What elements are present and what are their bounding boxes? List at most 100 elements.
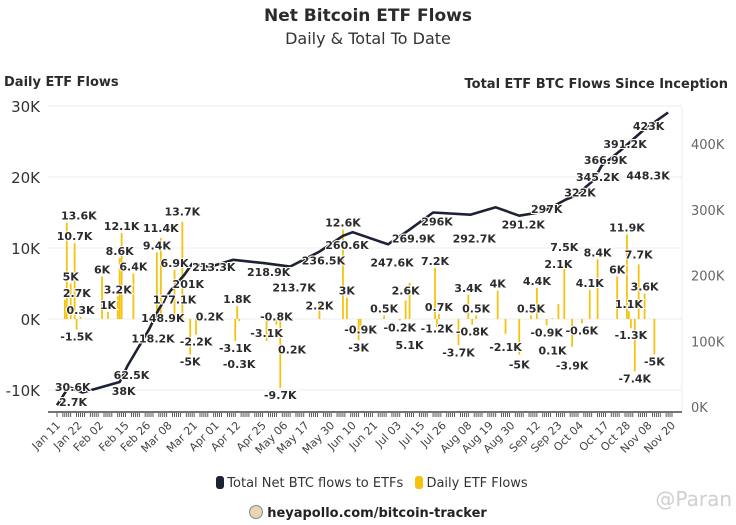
total-flow-label: 218.9K (247, 266, 291, 279)
daily-flow-label: 8.4K (584, 246, 612, 259)
daily-flow-bar (107, 311, 109, 319)
daily-flow-bar (535, 287, 538, 319)
daily-flow-label: 4K (490, 278, 507, 291)
daily-flow-bar (65, 222, 68, 319)
daily-flow-bar (404, 300, 407, 319)
daily-flow-bar (530, 315, 532, 319)
total-flow-label: 297K (531, 203, 563, 216)
daily-flow-bar (359, 319, 362, 326)
daily-flow-bar (436, 319, 438, 328)
daily-flow-label: -0.8K (260, 311, 293, 324)
source-url[interactable]: heyapollo.com/bitcoin-tracker (267, 506, 487, 521)
daily-flow-label: 12.1K (104, 220, 140, 233)
left-tick-label: 20K (11, 169, 41, 187)
daily-flow-bar (653, 319, 656, 355)
daily-flow-label: 0.7K (425, 301, 453, 314)
watermark-text: @Paran (655, 487, 732, 511)
daily-flow-bar (471, 319, 474, 325)
daily-flow-bar (616, 276, 619, 319)
daily-flow-label: -2.1K (489, 341, 522, 354)
daily-flow-label: 10.7K (57, 230, 93, 243)
x-tick-label: Jul 03 (372, 419, 404, 451)
daily-flow-label: 2.7K (63, 287, 91, 300)
total-flow-label: 213.3K (192, 261, 236, 274)
daily-flow-label: -3.9K (556, 360, 589, 373)
daily-flow-label: 1K (100, 299, 117, 312)
daily-flow-label: -0.9K (344, 323, 377, 336)
daily-flow-bar (629, 319, 632, 329)
total-flow-label: 148.9K (141, 312, 185, 325)
daily-flow-label: 6.4K (119, 261, 147, 274)
daily-flow-bar (181, 221, 184, 319)
daily-flow-bar (545, 319, 548, 326)
daily-flow-bar (63, 299, 66, 319)
daily-flow-label: -7.4K (618, 373, 651, 386)
daily-flow-bar (236, 306, 239, 319)
total-flow-label: 448.3K (626, 169, 670, 182)
daily-flow-bar (159, 238, 162, 319)
daily-flow-label: 7.7K (625, 248, 653, 261)
daily-flow-label: 4.4K (523, 275, 551, 288)
daily-flow-label: 7.2K (421, 255, 449, 268)
daily-flow-label: -5K (644, 356, 665, 369)
daily-flow-bar (234, 319, 237, 342)
left-tick-label: 0K (21, 311, 42, 329)
daily-flow-label: 3K (339, 285, 356, 298)
daily-flow-label: 11.9K (609, 222, 645, 235)
daily-flow-label: 0.2K (196, 311, 224, 324)
daily-flow-bar (496, 290, 499, 319)
daily-flow-bar (318, 303, 321, 319)
left-tick-label: 10K (11, 240, 41, 258)
legend-label-daily[interactable]: Daily ETF Flows (426, 476, 528, 491)
legend-swatch-daily (415, 476, 424, 489)
daily-flow-bar (75, 319, 78, 330)
daily-flow-bar (467, 294, 470, 319)
daily-flow-bar (588, 289, 591, 319)
watermark: @Paran (655, 487, 732, 511)
daily-flow-bar (120, 233, 123, 319)
right-tick-label: 400K (691, 138, 725, 153)
total-flow-label: 345.2K (576, 171, 620, 184)
daily-flow-bar (195, 319, 197, 335)
left-tick-label: 30K (11, 98, 41, 116)
daily-flow-bar (637, 264, 640, 319)
left-tick-label: -10K (6, 382, 41, 400)
daily-flow-label: -0.6K (566, 324, 599, 337)
right-axis-title: Total ETF BTC Flows Since Inception (464, 77, 728, 92)
legend: Total Net BTC flows to ETFs Daily ETF Fl… (0, 476, 736, 491)
daily-flow-label: 6K (94, 263, 111, 276)
daily-flow-bar (398, 319, 401, 321)
total-flow-label: 38K (112, 385, 136, 398)
daily-flow-bar (69, 283, 72, 319)
daily-flow-bar (596, 259, 599, 319)
daily-flow-label: -5K (180, 356, 201, 369)
legend-label-total[interactable]: Total Net BTC flows to ETFs (227, 476, 404, 491)
total-flows-line (55, 111, 669, 406)
daily-flow-label: -9.7K (264, 389, 297, 402)
daily-flow-bar (132, 273, 135, 319)
daily-flow-label: -1.5K (60, 331, 93, 344)
daily-flow-label: -0.3K (223, 358, 256, 371)
daily-flow-label: 0.2K (278, 344, 306, 357)
daily-flow-bar (116, 296, 119, 319)
total-flow-label: 118.2K (131, 332, 175, 345)
daily-flow-label: 3.6K (631, 280, 659, 293)
total-flow-label: 423K (633, 120, 665, 133)
daily-flow-bar (342, 229, 344, 319)
daily-flow-bar (643, 293, 646, 319)
daily-flow-bar (265, 319, 268, 342)
daily-flow-bar (581, 319, 583, 324)
daily-flow-label: 7.5K (550, 241, 578, 254)
chart-title: Net Bitcoin ETF Flows (263, 6, 472, 26)
daily-flow-bar (275, 319, 278, 325)
daily-flow-label: 9.4K (143, 239, 171, 252)
daily-flow-label: 12.6K (325, 217, 361, 230)
daily-flow-bar (238, 319, 241, 322)
daily-flow-label: 0.5K (462, 302, 490, 315)
daily-flow-label: 0.5K (517, 302, 545, 315)
total-flow-label: 269.9K (392, 233, 436, 246)
daily-flow-bar (173, 270, 176, 319)
daily-flow-label: -3.1K (250, 327, 283, 340)
daily-flow-bar (563, 265, 566, 319)
